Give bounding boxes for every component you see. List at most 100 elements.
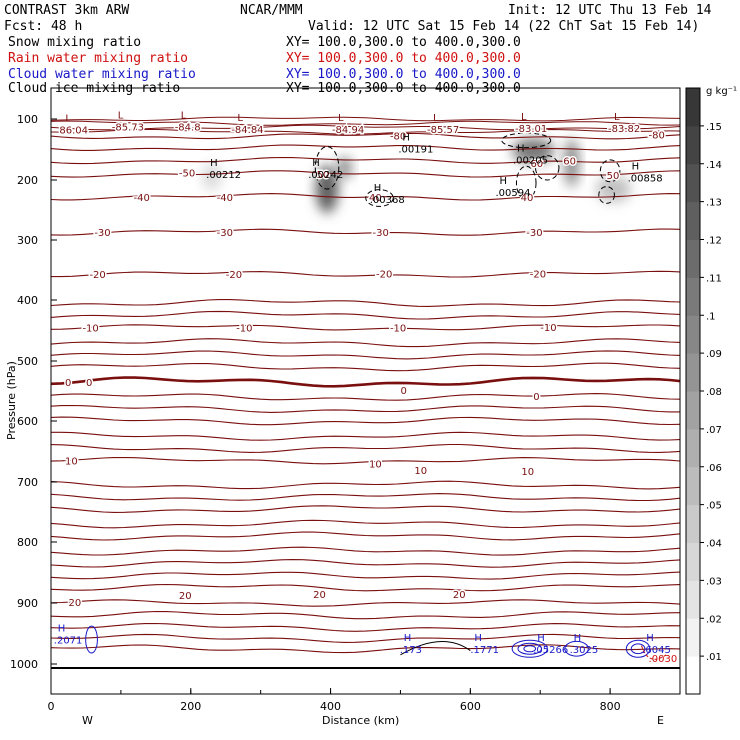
isotherm-line (51, 416, 680, 426)
axes: 0 200 400 600 800100200300400500600700800900… (10, 113, 681, 713)
colorbar-swatch (686, 542, 700, 581)
legend-cloud-water-label: Cloud water mixing ratio (8, 67, 196, 82)
isotherm-line (51, 362, 680, 372)
x-tick-label: 600 (460, 700, 481, 713)
isotherm-label: -10 (390, 323, 406, 334)
ice-max-value: .00242 (308, 170, 343, 181)
isotherm-label: 60 (530, 159, 543, 170)
colorbar-swatch (686, 580, 700, 619)
ice-contours (314, 132, 621, 207)
isotherm-label: -10 (82, 323, 98, 334)
ice-contour (598, 186, 615, 204)
low-marker: L (181, 110, 187, 121)
isotherm-label: 20 (313, 590, 326, 601)
colorbar-swatch (686, 391, 700, 430)
isotherm-line (51, 338, 680, 348)
ice-max-value: .00212 (206, 170, 241, 181)
isotherm-line (51, 404, 680, 413)
isotherm-line (51, 228, 680, 236)
isotherm-line (51, 324, 680, 331)
model-title: CONTRAST 3km ARW (4, 3, 129, 18)
cloud-water-contour (625, 639, 651, 658)
low-marker: L (614, 112, 620, 123)
cloud-water-contour (85, 625, 98, 654)
colorbar-units: g kg⁻¹ (706, 86, 737, 97)
snow-shading (201, 138, 632, 213)
cloud-water-max-marker: H (537, 633, 545, 644)
colorbar-tick-label: .12 (706, 236, 722, 247)
colorbar-tick-label: .02 (706, 614, 722, 625)
colorbar-swatch (686, 656, 700, 695)
isotherm-line (51, 431, 680, 441)
isotherm-label: 10 (521, 467, 534, 478)
low-marker: L (65, 113, 71, 124)
isotherm-label: -40 (217, 193, 233, 204)
isotherm-label: -40 (133, 193, 149, 204)
isotherm-line (51, 124, 680, 131)
colorbar-swatch (686, 277, 700, 316)
isotherm-label: 0 (533, 392, 539, 403)
contour-labels: -80 -80 60 60 -50 50 50 -40 -40 40 40 -30 -30 -30 -30 -… (54, 110, 677, 665)
west-label: W (82, 714, 93, 727)
isotherm-line (51, 128, 680, 135)
y-tick-label: 800 (17, 536, 38, 549)
isotherm-label: 10 (369, 460, 382, 471)
isotherm-line (51, 571, 680, 580)
ice-contour (599, 159, 621, 183)
x-tick-label: 200 (180, 700, 201, 713)
ice-max-marker: H (374, 183, 382, 194)
y-tick-label: 600 (17, 415, 38, 428)
cloud-water-contour (517, 642, 542, 655)
isotherm-label: 40 (521, 193, 534, 204)
init-time: Init: 12 UTC Thu 13 Feb 14 (508, 3, 712, 18)
colorbar-tick-label: .07 (706, 425, 722, 436)
low-value: -85.73 (112, 122, 144, 133)
cloud-water-max-marker: H (404, 633, 412, 644)
low-marker: L (237, 113, 243, 124)
isotherm-label: -30 (217, 228, 233, 239)
y-tick-label: 100 (17, 113, 38, 126)
isotherm-line (51, 270, 680, 278)
low-value: -84.94 (332, 125, 364, 136)
isotherm-label: -10 (236, 323, 252, 334)
cloud-water-contours (85, 625, 667, 660)
low-value: -83.82 (608, 124, 640, 135)
isotherm-label: 20 (68, 598, 81, 609)
isotherm-line (51, 310, 680, 320)
cloud-water-contour (630, 643, 646, 655)
y-tick-label: 700 (17, 476, 38, 489)
snow-blob (596, 175, 632, 203)
x-tick-label: 400 (320, 700, 341, 713)
isotherm-label: -10 (540, 323, 556, 334)
y-axis-title: Pressure (hPa) (5, 361, 18, 440)
ice-max-marker: H (632, 162, 640, 173)
isotherm-label: 60 (563, 156, 576, 167)
isotherm-label: -30 (526, 228, 542, 239)
low-marker: L (433, 113, 439, 124)
y-tick-label: 200 (17, 174, 38, 187)
ice-max-value: .00368 (370, 195, 405, 206)
isotherm-line (51, 120, 680, 126)
isotherm-label: -20 (376, 270, 392, 281)
colorbar-tick-label: .08 (706, 387, 722, 398)
y-tick-label: 500 (17, 355, 38, 368)
ice-contour (515, 165, 537, 201)
low-marker: L (338, 113, 344, 124)
isotherm-label: -80 (649, 130, 665, 141)
isotherm-label: 20 (453, 590, 466, 601)
y-tick-label: 900 (17, 597, 38, 610)
cloud-water-max-marker: H (574, 633, 582, 644)
legend-snow-label: Snow mixing ratio (8, 35, 141, 50)
low-value: -84.84 (231, 125, 263, 136)
east-label: E (657, 714, 664, 727)
colorbar-swatch (686, 315, 700, 354)
isotherm-line (51, 132, 680, 140)
colorbar-swatch (686, 618, 700, 657)
colorbar-swatch (686, 163, 700, 203)
isotherm-line (51, 531, 680, 541)
colorbar-tick-label: .15 (706, 122, 722, 133)
isotherm-label: 10 (65, 457, 78, 468)
cloud-water-max-marker: H (58, 624, 66, 635)
plot-frame (50, 87, 681, 695)
cloud-water-contour (400, 640, 471, 656)
